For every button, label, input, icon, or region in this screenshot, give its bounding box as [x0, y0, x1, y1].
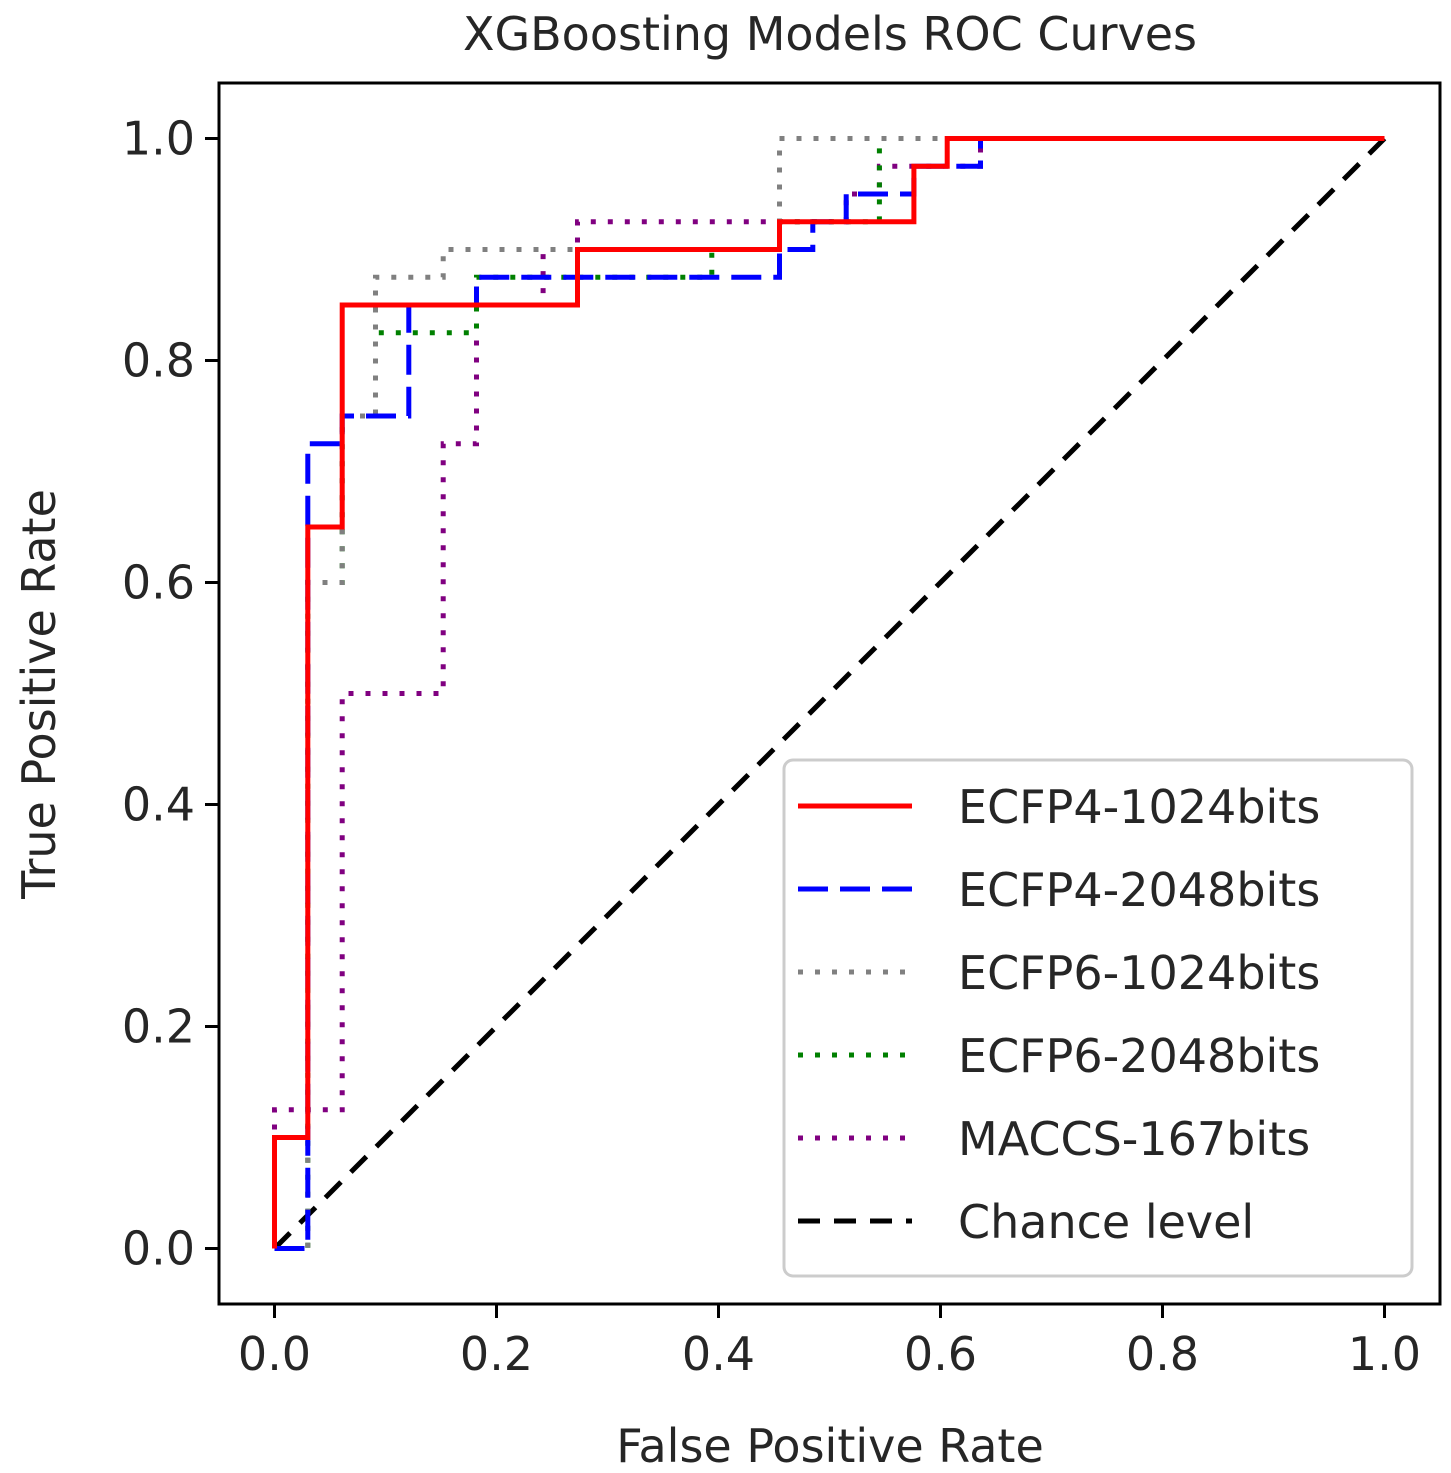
legend-label-ecfp6-2048bits: ECFP6-2048bits [958, 1029, 1320, 1083]
y-axis: 0.0 0.2 0.4 0.6 0.8 1.0 [122, 112, 219, 1276]
y-tick-label: 0.0 [122, 1222, 195, 1276]
legend-label-maccs-167bits: MACCS-167bits [958, 1112, 1310, 1166]
y-tick-label: 0.8 [122, 334, 195, 388]
y-tick-label: 1.0 [122, 112, 195, 166]
legend: ECFP4-1024bits ECFP4-2048bits ECFP6-1024bi… [782, 758, 1414, 1278]
x-tick-label: 0.8 [1126, 1327, 1199, 1381]
series-line-ecfp4-1024bits [272, 136, 1385, 1249]
legend-label-ecfp4-1024bits: ECFP4-1024bits [958, 780, 1320, 834]
x-tick-label: 1.0 [1348, 1327, 1421, 1381]
x-tick-label: 0.4 [682, 1327, 755, 1381]
series-line-chance-level [272, 136, 1387, 1251]
legend-label-ecfp6-1024bits: ECFP6-1024bits [958, 946, 1320, 1000]
x-tick-label: 0.2 [460, 1327, 533, 1381]
y-axis-label: True Positive Rate [12, 489, 66, 900]
y-tick-label: 0.6 [122, 556, 195, 610]
x-axis: 0.0 0.2 0.4 0.6 0.8 1.0 [238, 1304, 1421, 1381]
legend-box [782, 758, 1414, 1278]
x-tick-label: 0.6 [904, 1327, 977, 1381]
plot-frame [217, 81, 1442, 1306]
x-axis-label: False Positive Rate [616, 1419, 1044, 1473]
series-line-ecfp4-2048bits [274, 136, 1385, 1251]
y-tick-label: 0.2 [122, 1000, 195, 1054]
series-layer [272, 136, 1387, 1251]
x-tick-label: 0.0 [238, 1327, 311, 1381]
legend-label-ecfp4-2048bits: ECFP4-2048bits [958, 863, 1320, 917]
y-tick-label: 0.4 [122, 778, 195, 832]
legend-label-chance-level: Chance level [958, 1195, 1254, 1249]
chart-title: XGBoosting Models ROC Curves [463, 7, 1197, 61]
